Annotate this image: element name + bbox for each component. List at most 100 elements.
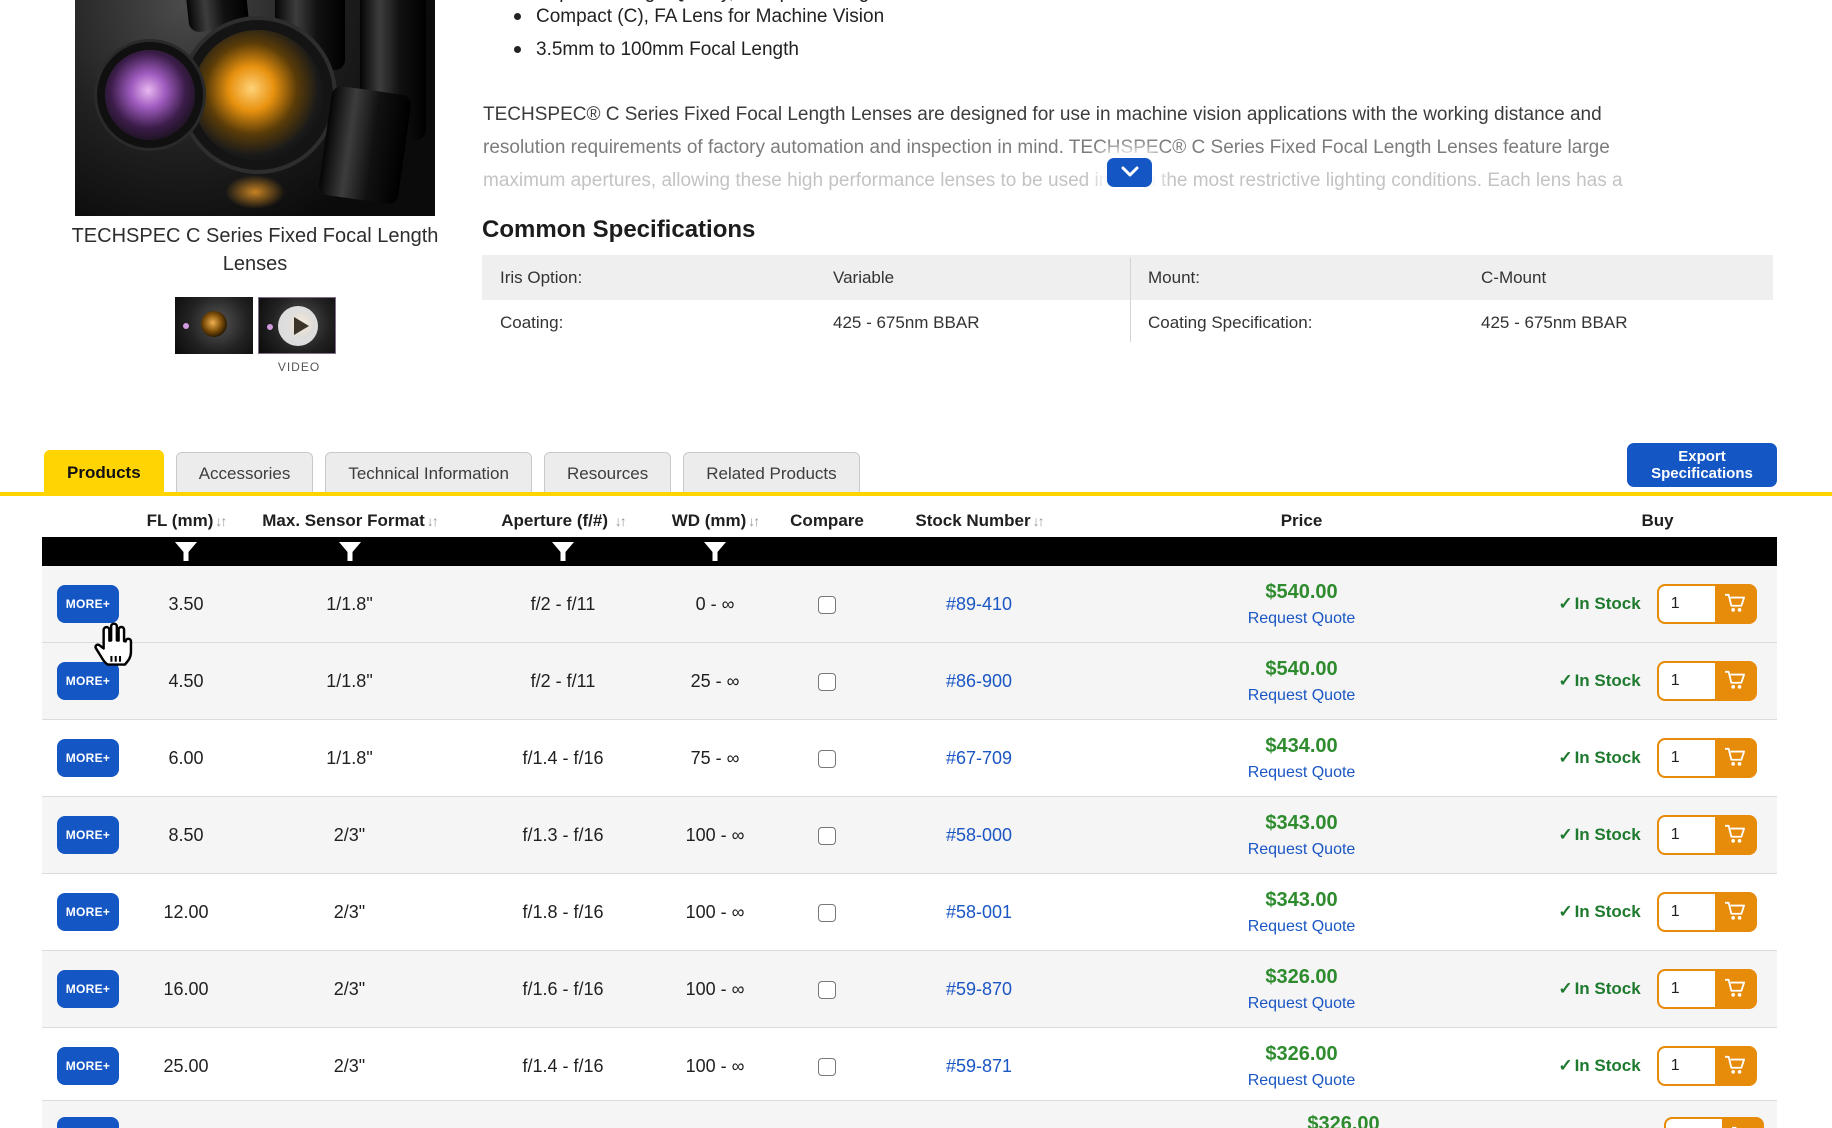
tab-products[interactable]: Products [44, 450, 164, 494]
cell-sensor: 2/3" [333, 901, 366, 922]
quantity-input[interactable] [1658, 817, 1715, 853]
request-quote-link[interactable]: Request Quote [1247, 917, 1356, 935]
lens-barrel [317, 84, 413, 206]
col-header-stock[interactable]: Stock Number ↓↑ [915, 511, 1045, 530]
cart-icon [1724, 824, 1746, 847]
cell-aperture: f/1.6 - f/16 [522, 978, 604, 999]
more-button[interactable]: MORE+ [57, 1117, 119, 1128]
cell-wd: 25 - ∞ [690, 670, 740, 691]
request-quote-link[interactable]: Request Quote [1247, 1071, 1356, 1089]
compare-checkbox[interactable] [818, 672, 836, 691]
filter-funnel-icon[interactable] [242, 541, 457, 562]
col-header-fl[interactable]: FL (mm) ↓↑ [146, 511, 228, 530]
sort-icon[interactable]: ↓↑ [614, 513, 627, 529]
image-thumbnail[interactable] [175, 297, 253, 354]
checkmark-icon: ✓ [1558, 1056, 1573, 1075]
quantity-input[interactable] [1658, 1048, 1715, 1084]
quantity-input[interactable] [1658, 971, 1715, 1007]
cart-icon [1731, 1126, 1753, 1128]
stock-number-link[interactable]: #59-871 [945, 1055, 1013, 1076]
cell-aperture: f/1.4 - f/16 [522, 747, 604, 768]
checkmark-icon: ✓ [1558, 594, 1573, 613]
add-to-cart-button[interactable] [1714, 1048, 1755, 1084]
product-photo[interactable] [75, 0, 435, 216]
compare-checkbox[interactable] [818, 980, 836, 999]
request-quote-link[interactable]: Request Quote [1247, 840, 1356, 858]
filter-funnel-icon[interactable] [130, 541, 242, 562]
stock-status: ✓ In Stock [1558, 594, 1641, 613]
add-to-cart-button[interactable] [1714, 817, 1755, 853]
quantity-input[interactable] [1658, 663, 1715, 699]
request-quote-link[interactable]: Request Quote [1247, 686, 1356, 704]
cell-fl: 8.50 [168, 824, 204, 845]
product-description: TECHSPEC® C Series Fixed Focal Length Le… [483, 98, 1783, 197]
request-quote-link[interactable]: Request Quote [1247, 763, 1356, 781]
compare-checkbox[interactable] [818, 826, 836, 845]
tab-resources[interactable]: Resources [543, 452, 672, 494]
compare-checkbox[interactable] [818, 1057, 836, 1076]
tab-technical-information[interactable]: Technical Information [325, 452, 532, 494]
more-button[interactable]: MORE+ [57, 585, 119, 623]
stock-number-link[interactable]: #89-410 [945, 593, 1013, 614]
cart-icon [1724, 747, 1746, 770]
col-header-wd[interactable]: WD (mm) ↓↑ [671, 511, 761, 530]
common-specs-table: Iris Option: Variable Mount: C-Mount Coa… [482, 255, 1773, 345]
col-header-sensor[interactable]: Max. Sensor Format ↓↑ [262, 511, 439, 530]
request-quote-link[interactable]: Request Quote [1247, 994, 1356, 1012]
add-to-cart-button[interactable] [1714, 971, 1755, 1007]
cell-wd: 100 - ∞ [685, 901, 745, 922]
spec-value: 425 - 675nm BBAR [1481, 312, 1628, 332]
quantity-input[interactable] [1658, 586, 1715, 622]
add-to-cart-button[interactable] [1714, 740, 1755, 776]
stock-status: ✓ In Stock [1558, 671, 1641, 690]
bullet-item: 3.5mm to 100mm Focal Length [500, 33, 884, 66]
more-button[interactable]: MORE+ [57, 739, 119, 777]
stock-number-link[interactable]: #67-709 [945, 747, 1013, 768]
filter-funnel-icon[interactable] [457, 541, 669, 562]
tab-accessories[interactable]: Accessories [175, 452, 314, 494]
bullet-item-clipped: Superior Image Quality, Compact Design [500, 0, 880, 9]
sort-icon[interactable]: ↓↑ [215, 513, 227, 529]
more-button[interactable]: MORE+ [57, 893, 119, 931]
table-row: MORE+ 3.50 1/1.8" f/2 - f/11 0 - ∞ #89-4… [42, 566, 1777, 643]
stock-status: ✓ In Stock [1558, 902, 1641, 921]
sort-icon[interactable]: ↓↑ [748, 513, 760, 529]
checkmark-icon: ✓ [1558, 748, 1573, 767]
more-button[interactable]: MORE+ [57, 970, 119, 1008]
quantity-input[interactable] [1658, 894, 1715, 930]
spec-value: Variable [833, 267, 895, 287]
quantity-input[interactable] [1666, 1119, 1722, 1128]
table-row: MORE+ 4.50 1/1.8" f/2 - f/11 25 - ∞ #86-… [42, 643, 1777, 720]
stock-number-link[interactable]: #58-001 [945, 901, 1013, 922]
stock-status: ✓ In Stock [1558, 979, 1641, 998]
cart-icon [1724, 901, 1746, 924]
add-to-cart-button[interactable] [1714, 663, 1755, 699]
compare-checkbox[interactable] [818, 749, 836, 768]
more-button[interactable]: MORE+ [57, 816, 119, 854]
stock-number-link[interactable]: #58-000 [945, 824, 1013, 845]
compare-checkbox[interactable] [818, 903, 836, 922]
more-button[interactable]: MORE+ [57, 1047, 119, 1085]
more-button[interactable]: MORE+ [57, 662, 119, 700]
sort-icon[interactable]: ↓↑ [426, 513, 439, 529]
video-thumbnail[interactable] [258, 297, 336, 354]
sort-icon[interactable]: ↓↑ [1032, 513, 1045, 529]
quantity-input[interactable] [1658, 740, 1715, 776]
tab-related-products[interactable]: Related Products [683, 452, 860, 494]
export-specifications-button[interactable]: Export Specifications [1627, 443, 1777, 487]
cell-aperture: f/2 - f/11 [530, 670, 596, 691]
add-to-cart-button[interactable] [1714, 894, 1755, 930]
add-to-cart-button[interactable] [1714, 586, 1755, 622]
stock-number-link[interactable]: #86-900 [945, 670, 1013, 691]
request-quote-link[interactable]: Request Quote [1247, 609, 1356, 627]
col-header-aperture[interactable]: Aperture (f/#) ↓↑ [501, 511, 627, 530]
expand-description-button[interactable] [1107, 158, 1152, 187]
filter-funnel-icon[interactable] [669, 541, 761, 562]
stock-number-link[interactable]: #59-870 [945, 978, 1013, 999]
col-header-buy: Buy [1641, 511, 1674, 530]
add-to-cart-button[interactable] [1722, 1119, 1762, 1128]
cell-sensor: 2/3" [333, 978, 366, 999]
table-row: MORE+ 12.00 2/3" f/1.8 - f/16 100 - ∞ #5… [42, 874, 1777, 951]
cell-sensor: 1/1.8" [326, 747, 373, 768]
compare-checkbox[interactable] [818, 595, 836, 614]
